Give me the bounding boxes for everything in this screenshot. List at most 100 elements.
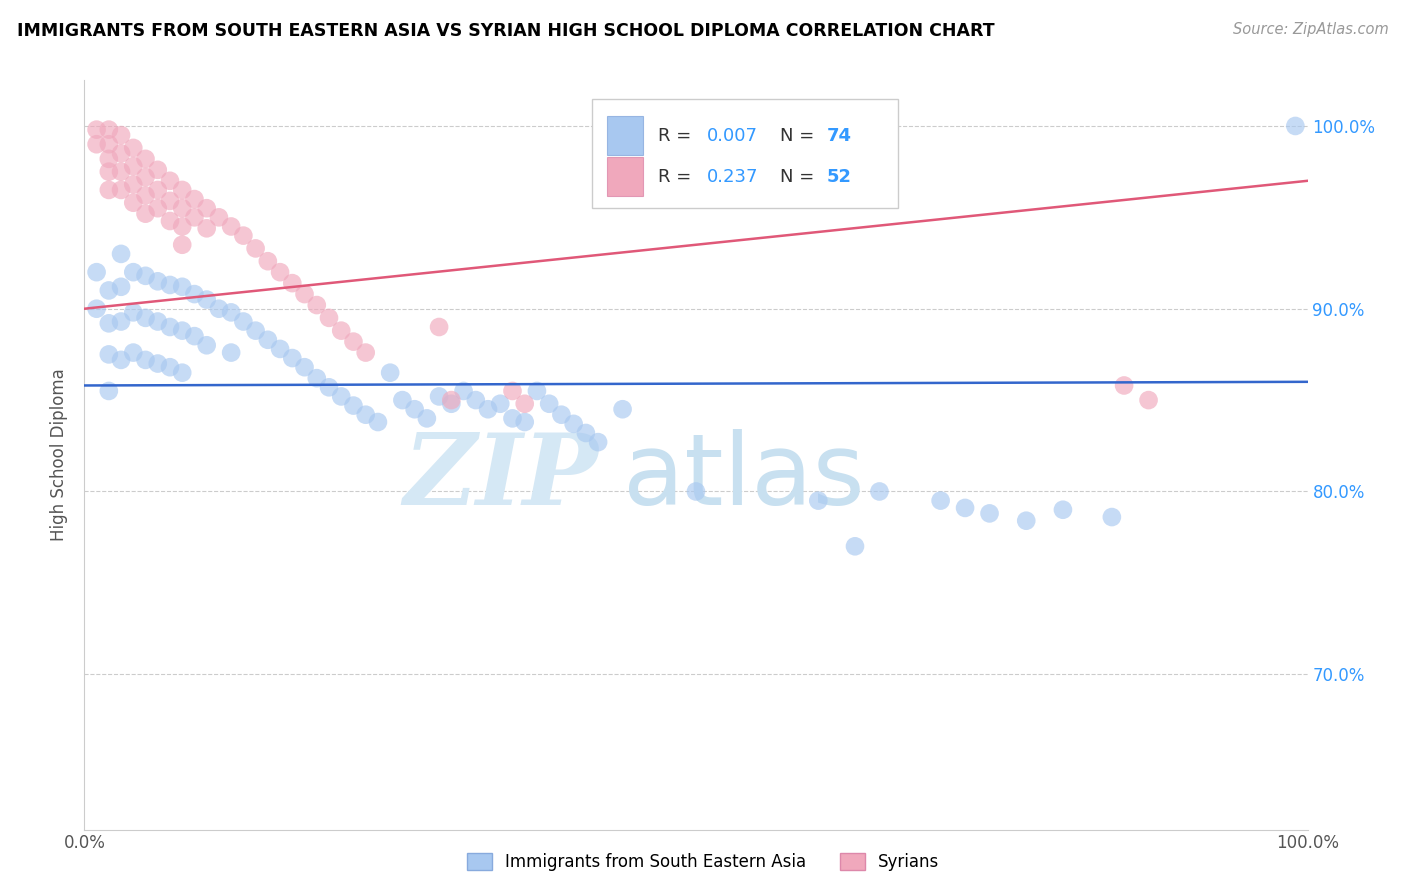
Point [807,493,830,508]
Point [526,384,548,398]
Point [135,152,157,166]
Point [562,417,585,431]
Point [502,411,524,425]
Point [97,152,120,166]
Point [172,237,194,252]
Point [416,411,439,425]
Point [159,360,181,375]
Text: N =: N = [780,168,820,186]
Point [122,305,145,319]
Point [97,164,120,178]
Point [1114,378,1136,392]
Point [86,137,108,152]
Point [195,338,218,352]
Point [183,287,205,301]
Point [172,183,194,197]
Point [122,159,145,173]
Point [195,201,218,215]
Point [869,484,891,499]
Point [219,219,242,234]
Point [929,493,952,508]
Point [135,188,157,202]
Point [232,314,254,328]
Point [122,178,145,192]
Text: 0.007: 0.007 [707,127,758,145]
Point [110,280,132,294]
Point [294,287,316,301]
Point [232,228,254,243]
Point [110,146,132,161]
Point [208,211,231,225]
Point [219,305,242,319]
Point [183,211,205,225]
Point [110,128,132,142]
Point [354,408,377,422]
Point [513,397,536,411]
Point [86,301,108,316]
Point [159,174,181,188]
Legend: Immigrants from South Eastern Asia, Syrians: Immigrants from South Eastern Asia, Syri… [458,845,948,880]
Point [575,425,598,440]
Point [159,277,181,292]
Point [612,402,634,417]
Point [110,164,132,178]
Point [245,241,267,255]
Text: atlas: atlas [623,429,865,526]
Point [1101,510,1123,524]
Point [318,380,340,394]
Point [110,352,132,367]
Point [146,201,169,215]
Point [172,219,194,234]
Point [86,122,108,136]
Point [97,347,120,361]
Point [404,402,426,417]
Point [183,329,205,343]
Point [330,389,353,403]
Text: Source: ZipAtlas.com: Source: ZipAtlas.com [1233,22,1389,37]
Point [122,141,145,155]
Point [110,314,132,328]
Point [86,265,108,279]
Point [257,254,280,268]
Point [281,276,304,290]
Point [172,201,194,215]
Point [146,162,169,177]
Point [586,435,609,450]
Point [122,345,145,359]
Point [1052,502,1074,516]
Text: R =: R = [658,127,697,145]
Point [97,316,120,330]
Point [305,298,328,312]
Point [427,320,450,334]
Point [427,389,450,403]
Point [440,397,463,411]
Point [146,357,169,371]
Point [245,324,267,338]
Point [453,384,475,398]
Point [97,384,120,398]
Point [953,500,976,515]
Point [367,415,389,429]
Point [146,183,169,197]
Text: 74: 74 [827,127,852,145]
Point [159,320,181,334]
Point [294,360,316,375]
Point [489,397,512,411]
Point [538,397,561,411]
Point [305,371,328,385]
Point [97,122,120,136]
Point [110,247,132,261]
Point [685,484,707,499]
Point [440,393,463,408]
Point [354,345,377,359]
Point [330,324,353,338]
Point [172,280,194,294]
Point [135,310,157,325]
Point [269,342,291,356]
Point [172,366,194,380]
Point [146,274,169,288]
Point [172,324,194,338]
Point [195,221,218,235]
FancyBboxPatch shape [606,158,644,196]
Point [269,265,291,279]
